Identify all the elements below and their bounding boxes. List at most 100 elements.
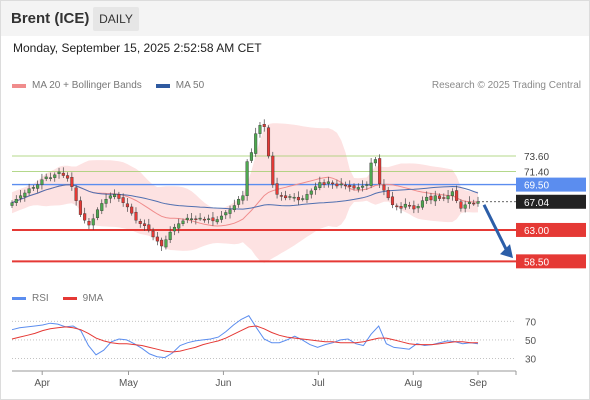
candle-body xyxy=(356,187,360,190)
candle-body xyxy=(241,195,245,201)
candle-body xyxy=(66,175,70,179)
candle-body xyxy=(322,182,326,185)
price-label-box xyxy=(516,254,586,269)
candle-body xyxy=(155,236,159,242)
candle-body xyxy=(266,127,271,157)
candle-body xyxy=(19,195,23,199)
candle-body xyxy=(390,196,395,206)
candle-body xyxy=(361,185,365,188)
candle-body xyxy=(437,195,442,199)
candle-body xyxy=(91,218,95,226)
candle-body xyxy=(318,182,322,188)
candle-body xyxy=(113,194,117,198)
candle-body xyxy=(61,172,65,176)
price-label-63-00: 63.00 xyxy=(524,226,549,237)
candle-body xyxy=(211,217,215,222)
candle-body xyxy=(177,223,181,229)
candle-body xyxy=(339,183,343,186)
candle-body xyxy=(172,226,176,232)
candle-body xyxy=(207,218,211,220)
price-label-69-50: 69.50 xyxy=(524,181,549,192)
price-label-67-04: 67.04 xyxy=(524,198,549,209)
candle-body xyxy=(305,194,309,200)
candle-body xyxy=(143,223,147,226)
candle-body xyxy=(198,217,202,220)
x-tick-aug: Aug xyxy=(404,378,422,389)
candle-body xyxy=(232,205,236,210)
candle-body xyxy=(352,185,356,189)
candle-body xyxy=(48,177,53,179)
candle-body xyxy=(262,124,266,127)
candle-body xyxy=(429,195,433,201)
candle-body xyxy=(10,202,14,206)
candle-body xyxy=(249,152,253,161)
candle-body xyxy=(314,186,318,191)
candle-body xyxy=(459,201,463,209)
candle-body xyxy=(185,217,189,221)
candle-body xyxy=(476,201,480,204)
candle-body xyxy=(57,171,61,174)
candle-body xyxy=(36,184,40,189)
candle-body xyxy=(420,200,424,208)
candle-body xyxy=(74,187,78,201)
rsi-tick-50: 50 xyxy=(525,336,537,347)
candle-body xyxy=(446,195,450,200)
price-label-71-40: 71.40 xyxy=(524,167,549,178)
candle-body xyxy=(151,230,155,238)
candle-body xyxy=(202,218,206,221)
instrument-title: Brent (ICE) xyxy=(11,10,90,27)
ma50-swatch-icon xyxy=(155,83,170,88)
rsi-swatch-icon xyxy=(12,297,26,300)
candle-body xyxy=(258,125,262,134)
candle-body xyxy=(450,191,454,196)
chart-header: Brent (ICE) DAILY xyxy=(1,1,589,36)
candle-body xyxy=(416,206,420,209)
candle-body xyxy=(425,196,429,201)
candle-body xyxy=(219,215,224,220)
forecast-arrow-shaft xyxy=(482,204,509,252)
candle-body xyxy=(78,200,82,215)
price-label-58-50: 58.50 xyxy=(524,257,549,268)
candle-body xyxy=(335,183,339,187)
candle-body xyxy=(309,190,313,195)
candle-body xyxy=(399,206,403,209)
candle-body xyxy=(365,184,369,186)
rsi-series-rsi xyxy=(11,315,479,359)
ma50-line xyxy=(11,184,479,210)
candle-body xyxy=(44,176,48,179)
candle-body xyxy=(160,239,164,247)
candle-body xyxy=(373,159,377,164)
legend-label-ma20: MA 20 + Bollinger Bands xyxy=(32,80,142,91)
price-label-box xyxy=(516,194,586,209)
x-tick-may: May xyxy=(119,378,138,389)
candle-body xyxy=(87,221,91,226)
legend-label-ma50: MA 50 xyxy=(175,80,205,91)
9ma-swatch-icon xyxy=(62,297,77,300)
candle-body xyxy=(14,199,18,203)
candle-body xyxy=(40,179,44,185)
candle-body xyxy=(433,195,437,202)
timeframe-badge[interactable]: DAILY xyxy=(93,7,139,31)
legend-label-9ma: 9MA xyxy=(82,293,104,304)
candle-body xyxy=(164,239,168,248)
candle-body xyxy=(378,158,382,185)
candle-body xyxy=(463,204,467,209)
candle-body xyxy=(53,174,57,178)
candle-body xyxy=(343,184,347,187)
x-tick-jun: Jun xyxy=(215,378,231,389)
candle-body xyxy=(215,219,219,223)
candle-body xyxy=(31,187,35,189)
forecast-arrow-head-icon xyxy=(500,244,513,259)
candle-body xyxy=(117,194,121,199)
candle-body xyxy=(301,198,305,200)
candle-body xyxy=(467,201,471,204)
candle-body xyxy=(100,203,104,211)
candle-body xyxy=(181,220,185,224)
candle-body xyxy=(224,212,228,216)
rsi-tick-30: 30 xyxy=(525,355,537,366)
candle-body xyxy=(168,231,172,240)
candle-body xyxy=(408,204,412,207)
x-tick-apr: Apr xyxy=(34,378,50,389)
candle-body xyxy=(326,181,330,184)
